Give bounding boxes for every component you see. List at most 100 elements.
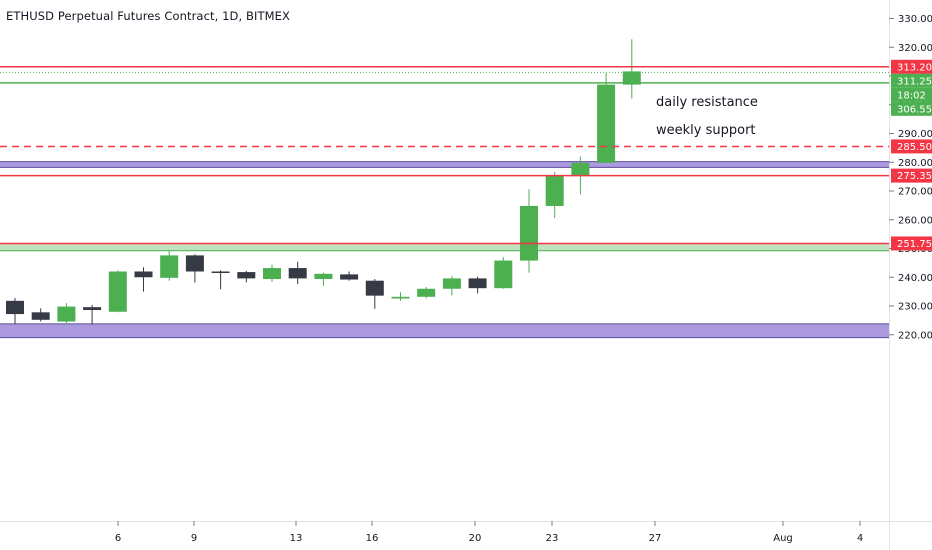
candle-15 (391, 292, 410, 301)
candle-1 (31, 308, 50, 322)
candle-body (31, 312, 50, 320)
zone-purple-2 (0, 323, 889, 338)
candle-4 (108, 270, 127, 313)
candle-body (108, 271, 127, 312)
price-tag-bg (891, 87, 932, 102)
candle-17 (442, 276, 461, 296)
zone-purple-0 (0, 161, 889, 168)
candle-body (288, 268, 307, 279)
candle-body (571, 162, 590, 176)
candles-layer (6, 39, 641, 325)
y-tick-label-11: 220.00 (898, 330, 932, 341)
price-tag-0: 313.20 (891, 59, 932, 74)
candle-21 (545, 172, 564, 219)
candle-23 (597, 73, 616, 163)
zone-green-1 (0, 243, 889, 251)
price-tag-label: 285.50 (897, 142, 932, 153)
candle-body (83, 307, 102, 311)
candle-5 (134, 267, 153, 292)
candle-9 (237, 270, 256, 283)
price-tag-4: 285.50 (891, 139, 932, 154)
x-tick-label-0: 6 (115, 533, 121, 544)
candle-body (365, 280, 384, 296)
candle-body (237, 272, 256, 279)
price-tag-bg (891, 101, 932, 116)
candle-body (622, 71, 641, 85)
price-tag-2: 18:02 (891, 87, 932, 102)
candle-19 (494, 257, 513, 289)
candle-13 (340, 271, 359, 281)
candle-20 (520, 189, 538, 273)
y-tick-label-5: 280.00 (898, 158, 932, 169)
y-tick-label-1: 320.00 (898, 43, 932, 54)
price-tag-label: 306.55 (897, 104, 932, 115)
candle-body (442, 278, 461, 289)
candle-body (185, 255, 204, 272)
levels-layer (0, 66, 889, 245)
x-tick-label-2: 13 (290, 533, 303, 544)
x-tick-label-6: 27 (649, 533, 662, 544)
candle-body (314, 273, 333, 279)
price-tag-bg (891, 59, 932, 74)
price-tag-6: 251.75 (891, 236, 932, 251)
annotation-daily-resistance: daily resistance (656, 95, 758, 110)
price-tag-bg (891, 236, 932, 251)
candle-body (6, 300, 24, 315)
candle-24 (622, 39, 641, 99)
candle-body (391, 296, 410, 299)
price-tag-label: 18:02 (897, 90, 926, 101)
candle-body (417, 288, 436, 297)
candle-body (57, 306, 76, 322)
candle-body (134, 271, 153, 278)
x-tick-label-3: 16 (366, 533, 379, 544)
price-tag-label: 313.20 (897, 62, 932, 73)
candle-body (545, 175, 564, 206)
y-tick-label-10: 230.00 (898, 302, 932, 313)
candle-11 (288, 261, 307, 285)
candle-body (494, 260, 513, 289)
candle-body (263, 268, 281, 279)
candle-body (160, 255, 179, 278)
price-tag-label: 275.35 (897, 171, 932, 182)
price-tag-bg (891, 139, 932, 154)
price-tag-1: 311.25 (891, 73, 932, 88)
candle-2 (57, 303, 76, 325)
candle-body (520, 205, 538, 261)
y-tick-label-0: 330.00 (898, 14, 932, 25)
price-tag-bg (891, 168, 932, 183)
candle-14 (365, 278, 384, 309)
candle-6 (160, 250, 179, 281)
chart-title: ETHUSD Perpetual Futures Contract, 1D, B… (6, 9, 290, 23)
x-tick-label-1: 9 (191, 533, 197, 544)
x-tick-label-7: Aug (773, 533, 793, 544)
y-tick-label-7: 260.00 (898, 215, 932, 226)
zones-layer (0, 161, 889, 339)
annotation-weekly-support: weekly support (656, 123, 756, 138)
candle-18 (468, 276, 487, 294)
price-tags: 313.20 311.25 18:02 306.55 285.50 275.35 251.7… (891, 59, 932, 251)
price-tag-label: 311.25 (897, 76, 932, 87)
candle-body (340, 274, 359, 280)
candle-8 (211, 270, 230, 290)
price-tag-label: 251.75 (897, 239, 932, 250)
candle-body (468, 278, 487, 289)
x-tick-label-5: 23 (546, 533, 559, 544)
time-axis[interactable]: 6 9 13 16 20 23 27 Aug 4 (115, 521, 863, 544)
price-tag-3: 306.55 (891, 101, 932, 116)
y-tick-label-9: 240.00 (898, 273, 932, 284)
candle-12 (314, 272, 333, 286)
y-tick-label-6: 270.00 (898, 187, 932, 198)
price-tag-bg (891, 73, 932, 88)
y-tick-label-4: 290.00 (898, 129, 932, 140)
candle-10 (263, 264, 281, 282)
candle-3 (83, 304, 102, 325)
candle-16 (417, 287, 436, 299)
candle-7 (185, 254, 204, 283)
price-tag-5: 275.35 (891, 168, 932, 183)
candle-0 (6, 297, 24, 324)
candle-body (597, 84, 616, 163)
x-tick-label-4: 20 (469, 533, 482, 544)
x-tick-label-8: 4 (857, 533, 863, 544)
candle-body (211, 271, 230, 273)
